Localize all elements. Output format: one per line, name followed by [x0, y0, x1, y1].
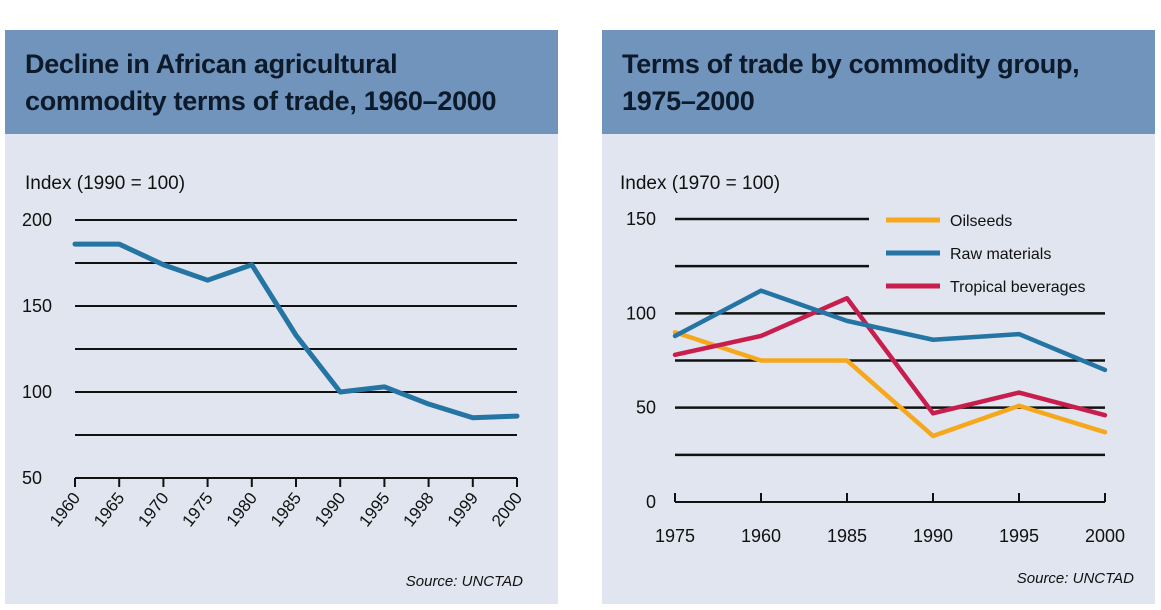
- y-tick-label: 150: [626, 209, 656, 229]
- data-point: [931, 434, 935, 438]
- legend-label: Raw materials: [950, 246, 1051, 263]
- chart-panel-commodity-groups: Terms of trade by commodity group, 1975–…: [602, 30, 1155, 604]
- y-tick-label: 100: [626, 303, 656, 323]
- series-line-oilseeds: [672, 329, 1108, 439]
- x-tick-label: 1975: [655, 526, 695, 546]
- data-point: [673, 353, 677, 357]
- data-point: [673, 330, 677, 334]
- data-point: [250, 263, 254, 267]
- x-tick-label: 1990: [913, 526, 953, 546]
- data-point: [206, 278, 210, 282]
- chart-header: Decline in African agricultural commodit…: [5, 30, 558, 134]
- chart-header: Terms of trade by commodity group, 1975–…: [602, 30, 1155, 134]
- data-point: [1103, 368, 1107, 372]
- data-point: [382, 385, 386, 389]
- y-tick-label: 150: [22, 296, 52, 316]
- x-tick-label: 1975: [178, 489, 216, 531]
- source-note: Source: UNCTAD: [1017, 570, 1134, 587]
- x-tick-label: 1985: [827, 526, 867, 546]
- legend-label: Oilseeds: [950, 213, 1012, 230]
- x-tick-label: 1960: [741, 526, 781, 546]
- data-point: [1017, 404, 1021, 408]
- data-point: [427, 402, 431, 406]
- x-tick-label: 1970: [134, 489, 172, 531]
- data-point: [759, 334, 763, 338]
- chart-title: Decline in African agricultural commodit…: [25, 49, 497, 116]
- y-tick-label: 200: [22, 210, 52, 230]
- x-tick-label: 1960: [46, 489, 84, 531]
- x-tick-label: 1999: [444, 489, 482, 531]
- data-point: [845, 319, 849, 323]
- y-tick-label: 0: [646, 492, 656, 512]
- y-tick-label: 50: [636, 398, 656, 418]
- data-point: [294, 333, 298, 337]
- data-point: [1103, 413, 1107, 417]
- y-axis-label: Index (1970 = 100): [620, 173, 780, 194]
- data-point: [515, 414, 519, 418]
- chart-panel-decline: Decline in African agricultural commodit…: [5, 30, 558, 604]
- data-point: [931, 338, 935, 342]
- data-point: [1017, 332, 1021, 336]
- x-tick-label: 1990: [311, 489, 349, 531]
- y-tick-label: 100: [22, 382, 52, 402]
- data-point: [161, 263, 165, 267]
- data-point: [1103, 430, 1107, 434]
- x-tick-label: 2000: [1085, 526, 1125, 546]
- chart-title: Terms of trade by commodity group, 1975–…: [622, 49, 1080, 116]
- x-tick-label: 1998: [399, 489, 437, 531]
- y-tick-label: 50: [22, 468, 42, 488]
- data-point: [759, 289, 763, 293]
- data-point: [759, 359, 763, 362]
- x-tick-label: 2000: [488, 489, 526, 531]
- legend-label: Tropical beverages: [950, 279, 1085, 296]
- data-point: [931, 411, 935, 415]
- data-point: [73, 242, 77, 246]
- x-tick-label: 1995: [355, 489, 393, 531]
- data-point: [338, 390, 342, 394]
- data-point: [845, 296, 849, 300]
- x-tick-label: 1980: [223, 489, 261, 531]
- y-axis-label: Index (1990 = 100): [25, 173, 185, 194]
- x-tick-label: 1965: [90, 489, 128, 531]
- data-point: [471, 416, 475, 420]
- x-tick-label: 1985: [267, 489, 305, 531]
- data-point: [673, 334, 677, 338]
- series-line-raw-materials: [672, 288, 1108, 373]
- series-line-tropical-beverages: [672, 295, 1108, 418]
- source-note: Source: UNCTAD: [406, 573, 523, 590]
- data-point: [117, 242, 121, 246]
- data-point: [845, 359, 849, 362]
- data-point: [1017, 391, 1021, 395]
- commodity-group-line-chart: Index (1970 = 100) 150 100 50 0 1975 1960 1985 1…: [620, 173, 1134, 587]
- x-tick-label: 1995: [999, 526, 1039, 546]
